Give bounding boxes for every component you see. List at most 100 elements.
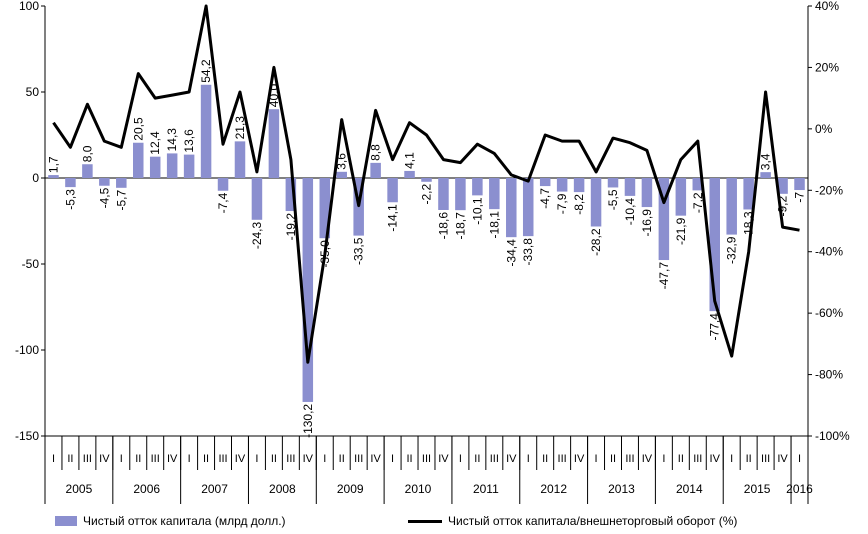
x-tick-label-quarter: III [151, 453, 160, 465]
y-right-tick-label: 40% [815, 0, 839, 13]
x-tick-label-quarter: I [188, 453, 191, 465]
bar [336, 171, 347, 178]
bar [48, 175, 59, 178]
bar [285, 178, 297, 212]
data-label: -10,4 [623, 198, 637, 226]
bar [726, 178, 737, 235]
y-right-tick-label: -60% [815, 306, 843, 320]
x-tick-label-quarter: IV [710, 453, 721, 465]
x-tick-label-quarter: III [490, 453, 499, 465]
legend-line-label: Чистый отток капитала/внешнеторговый обо… [448, 514, 738, 528]
bar [522, 178, 534, 237]
x-tick-label-quarter: I [798, 453, 801, 465]
data-label: 3,6 [335, 153, 349, 170]
data-label: -16,9 [640, 209, 654, 237]
bar [421, 178, 432, 182]
x-tick-label-quarter: IV [370, 453, 381, 465]
data-label: 12,4 [148, 131, 162, 155]
x-tick-label-quarter: IV [438, 453, 449, 465]
x-tick-label-quarter: II [678, 453, 684, 465]
x-tick-label-year: 2005 [66, 482, 93, 496]
x-tick-label-quarter: II [339, 453, 345, 465]
x-tick-label-quarter: II [271, 453, 277, 465]
legend-bar-series: Чистый отток капитала (млрд долл.) [55, 514, 286, 528]
data-label: 1,7 [47, 156, 61, 173]
data-label: 4,1 [403, 152, 417, 169]
x-tick-label-quarter: II [67, 453, 73, 465]
x-tick-label-quarter: IV [303, 453, 314, 465]
data-label: -32,9 [725, 236, 739, 264]
bar [641, 178, 653, 208]
data-label: 8,8 [369, 144, 383, 161]
x-tick-label-year: 2014 [676, 482, 703, 496]
x-tick-label-quarter: II [746, 453, 752, 465]
data-label: 20,5 [131, 117, 145, 141]
x-tick-label-quarter: II [474, 453, 480, 465]
x-tick-label-quarter: III [286, 453, 295, 465]
bar [556, 178, 568, 192]
bar [709, 178, 721, 312]
bar [455, 178, 466, 211]
bar [404, 170, 415, 178]
y-left-tick-label: -50 [22, 257, 40, 271]
bar [302, 178, 314, 402]
data-label: -28,2 [589, 228, 603, 256]
x-tick-label-quarter: IV [99, 453, 110, 465]
bar [675, 178, 687, 216]
data-label: -8,2 [572, 194, 586, 215]
x-tick-label-quarter: III [558, 453, 567, 465]
bar [82, 164, 93, 178]
legend-bar-swatch [55, 516, 77, 526]
bar [743, 178, 754, 210]
x-tick-label-quarter: III [218, 453, 227, 465]
y-left-tick-label: 50 [26, 85, 40, 99]
x-tick-label-quarter: IV [167, 453, 178, 465]
data-label: -47,7 [657, 262, 671, 290]
data-label: -19,2 [284, 213, 298, 241]
data-label: 14,3 [165, 128, 179, 152]
data-label: -9,2 [776, 195, 790, 216]
bar [149, 156, 161, 178]
x-tick-label-quarter: I [527, 453, 530, 465]
x-tick-label-quarter: I [391, 453, 394, 465]
x-tick-label-year: 2016 [786, 482, 813, 496]
data-label: -10,1 [470, 197, 484, 225]
data-label: -35,0 [318, 240, 332, 268]
x-tick-label-year: 2012 [540, 482, 567, 496]
data-label: -130,2 [301, 404, 315, 438]
y-right-tick-label: -100% [815, 429, 850, 443]
x-tick-label-quarter: III [83, 453, 92, 465]
bar [573, 178, 585, 193]
y-right-tick-label: 20% [815, 60, 839, 74]
bar [539, 178, 551, 187]
x-tick-label-quarter: I [52, 453, 55, 465]
bar [251, 178, 263, 220]
bar [438, 178, 449, 210]
x-tick-label-year: 2007 [201, 482, 228, 496]
bar [624, 178, 636, 196]
data-label: -21,9 [674, 217, 688, 245]
line-series [52, 4, 800, 364]
x-tick-label-quarter: I [662, 453, 665, 465]
data-label: 21,3 [233, 116, 247, 140]
y-left-tick-label: -100 [15, 343, 39, 357]
x-tick-label-quarter: IV [235, 453, 246, 465]
x-tick-label-quarter: II [203, 453, 209, 465]
x-tick-label-year: 2011 [473, 482, 499, 496]
y-left-tick-label: -150 [15, 429, 39, 443]
data-label: -7,4 [216, 192, 230, 213]
x-tick-label-quarter: IV [506, 453, 517, 465]
bar [794, 178, 805, 191]
data-label: -18,3 [742, 211, 756, 239]
bar [472, 178, 483, 196]
data-label: -18,6 [437, 212, 451, 240]
legend-bar-label: Чистый отток капитала (млрд долл.) [83, 514, 286, 528]
data-label: -24,3 [250, 221, 264, 249]
x-tick-label-quarter: I [730, 453, 733, 465]
x-tick-label-year: 2010 [405, 482, 432, 496]
x-tick-label-quarter: III [693, 453, 702, 465]
data-label: 13,6 [182, 129, 196, 153]
bar [760, 172, 771, 178]
data-label: -4,7 [538, 188, 552, 209]
